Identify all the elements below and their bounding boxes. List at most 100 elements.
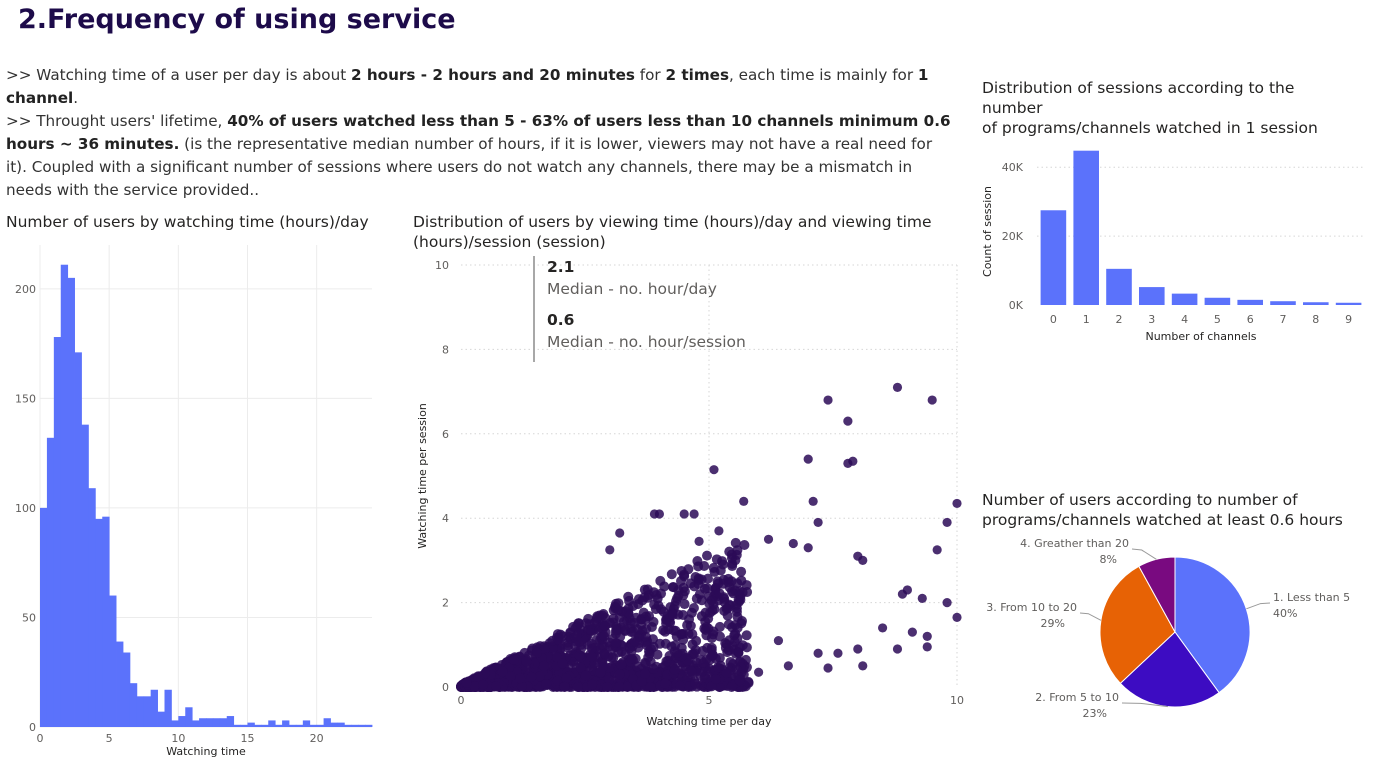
scatter-point [497, 666, 508, 677]
scatter-point [917, 593, 927, 603]
scatter-point [714, 621, 725, 632]
scatter-point [677, 609, 688, 620]
scatter-point [773, 635, 784, 646]
histogram-bar [60, 264, 69, 727]
scatter-point [650, 604, 661, 615]
scatter-point [539, 644, 550, 655]
scatter-point [706, 595, 717, 606]
scatter-point [595, 667, 606, 678]
scatter-point [679, 571, 690, 582]
histogram-bar [240, 724, 248, 727]
scatter-point [694, 536, 704, 547]
scatter-cluster [456, 537, 754, 692]
histogram-bar [268, 720, 276, 727]
x-tick-label: 0 [458, 694, 465, 707]
histogram-bar [330, 722, 338, 727]
scatter-point [952, 612, 962, 622]
scatter-point [636, 676, 647, 687]
histogram-bar [95, 518, 103, 727]
scatter-point [614, 669, 625, 680]
scatter-point [710, 674, 721, 685]
pie-slice-percent: 29% [1041, 617, 1065, 630]
histogram-bar [136, 696, 145, 727]
scatter-point [598, 609, 609, 620]
scatter-point [602, 681, 613, 692]
x-tick-label: 2 [1116, 313, 1123, 326]
scatter-point [932, 545, 942, 555]
scatter-point [922, 642, 932, 652]
scatter-point [509, 654, 520, 665]
scatter-point [731, 664, 742, 675]
histogram-bar [289, 724, 297, 727]
scatter-point [689, 581, 700, 592]
scatter-point [672, 647, 683, 658]
histogram-bar [164, 689, 172, 727]
scatter-point [714, 526, 724, 536]
channels-bar [1073, 150, 1099, 305]
scatter-point [562, 642, 573, 653]
y-tick-label: 0 [442, 681, 449, 694]
scatter-point [571, 630, 582, 641]
histogram-bar [309, 724, 318, 727]
scatter-point [723, 619, 734, 630]
page-title: 2.Frequency of using service [18, 4, 456, 35]
scatter-point [714, 681, 725, 692]
pie-slice [1174, 556, 1251, 694]
scatter-point [715, 660, 726, 671]
pie-chart[interactable]: 1. Less than 5 40% 2. From 5 to 10 23% 3. Fr… [975, 530, 1375, 765]
scatter-point [640, 668, 651, 679]
scatter-point [532, 647, 543, 658]
scatter-point [515, 673, 526, 684]
x-axis-title: Watching time [166, 745, 246, 758]
scatter-point [626, 646, 637, 657]
scatter-point [685, 620, 696, 631]
scatter-point [673, 590, 684, 601]
scatter-point [561, 673, 572, 684]
x-tick-label: 5 [706, 694, 713, 707]
scatter-point [743, 677, 754, 688]
scatter-point [727, 586, 738, 597]
scatter-point [717, 556, 728, 567]
scatter-point [534, 671, 545, 682]
scatter-point [734, 675, 745, 686]
histogram-bar [351, 724, 359, 727]
x-tick-label: 10 [171, 732, 185, 745]
y-axis-title: Watching time per session [416, 403, 429, 549]
x-tick-label: 0 [1050, 313, 1057, 326]
scatter-point [641, 631, 652, 642]
scatter-point [754, 667, 764, 677]
scatter-point [803, 454, 813, 464]
scatter-point [735, 594, 746, 605]
scatter-point [702, 642, 713, 653]
summary-text: >> Watching time of a user per day is ab… [6, 64, 951, 202]
histogram-bar [185, 707, 193, 727]
channels-bar [1237, 299, 1263, 305]
histogram-bar [323, 718, 331, 727]
channels-bar-chart[interactable]: 0K 20K 40K 0 1 2 3 4 5 6 7 8 9 Number of channels Coun… [975, 145, 1375, 350]
histogram-bar [46, 437, 55, 727]
y-tick-label: 40K [1002, 161, 1024, 174]
scatter-point [721, 668, 732, 679]
histogram-bar [109, 595, 117, 727]
pie-leader-line [1079, 612, 1102, 621]
scatter-point [505, 671, 516, 682]
scatter-point [823, 395, 833, 405]
scatter-point [813, 648, 823, 658]
scatter-point [642, 592, 653, 603]
pie-slice-label: 2. From 5 to 10 [1035, 691, 1119, 704]
scatter-point [702, 550, 713, 561]
y-tick-label: 200 [15, 283, 36, 296]
scatter-point [516, 681, 527, 692]
scatter-point [833, 648, 843, 658]
scatter-point [726, 681, 737, 692]
scatter-point [666, 569, 677, 580]
scatter-point [641, 640, 652, 651]
scatter-point [615, 528, 625, 538]
histogram-chart[interactable]: 0 50 100 150 200 0 5 10 15 20 Watching time [0, 245, 385, 765]
scatter-chart[interactable]: 0 2 4 6 8 10 0 5 10 Watching time per day Watching… [405, 255, 970, 735]
scatter-point [723, 577, 734, 588]
scatter-point [661, 618, 672, 629]
histogram-bar [365, 724, 373, 727]
scatter-point [645, 681, 656, 692]
scatter-point [586, 651, 597, 662]
